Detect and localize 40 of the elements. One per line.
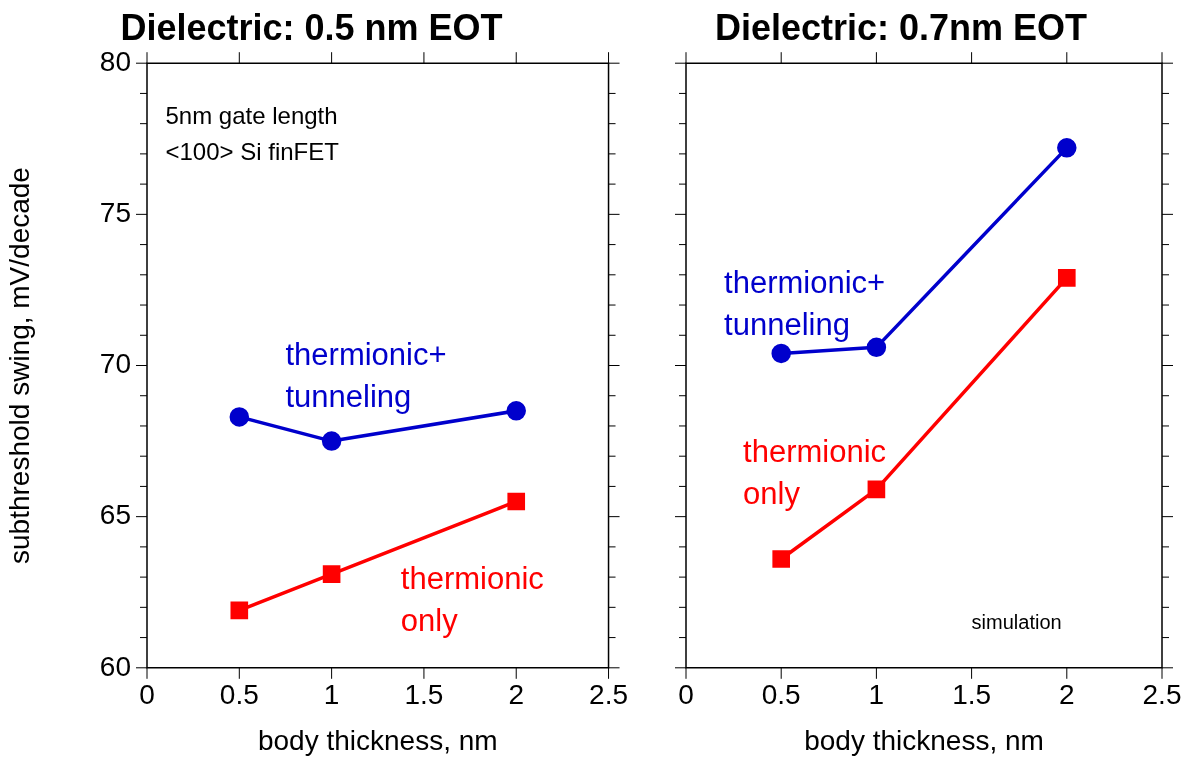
x-tick-label: 0.5 xyxy=(761,679,801,711)
chart-title: Dielectric: 0.7nm EOT xyxy=(714,6,1088,48)
point xyxy=(867,480,886,499)
y-tick-label: 75 xyxy=(99,197,131,229)
x-tick-label: 2.5 xyxy=(1142,679,1182,711)
point xyxy=(1057,269,1076,287)
series-label: thermionic only xyxy=(400,561,544,639)
series-label: thermionic only xyxy=(743,434,887,512)
x-tick-label: 0 xyxy=(139,679,155,711)
point xyxy=(321,431,342,451)
x-tick-label: 1.5 xyxy=(404,679,444,711)
y-tick-label: 80 xyxy=(99,45,131,77)
point xyxy=(507,492,526,511)
x-tick-label: 1.5 xyxy=(952,679,992,711)
annotation: simulation xyxy=(971,610,1062,633)
point xyxy=(229,407,250,427)
point xyxy=(772,550,791,568)
y-tick-label: 60 xyxy=(99,650,131,682)
point xyxy=(506,401,526,421)
chart-title: Dielectric: 0.5 nm EOT xyxy=(120,6,503,48)
x-tick-label: 2.5 xyxy=(589,679,629,711)
series-label: thermionic+ tunneling xyxy=(285,337,447,415)
y-axis-title: subthreshold swing, mV/decade xyxy=(3,167,35,564)
annotation: 5nm gate length <100> Si finFET xyxy=(165,102,340,166)
x-axis-title: body thickness, nm xyxy=(257,724,498,756)
x-tick-label: 2 xyxy=(1059,679,1075,711)
x-axis-title: body thickness, nm xyxy=(804,724,1044,756)
x-tick-label: 2 xyxy=(508,679,525,711)
x-tick-label: 0.5 xyxy=(219,679,259,711)
point xyxy=(1057,138,1077,158)
point xyxy=(230,601,249,620)
series-label: thermionic+ tunneling xyxy=(724,264,886,342)
y-tick-label: 65 xyxy=(99,499,131,531)
x-tick-label: 1 xyxy=(323,679,340,711)
y-tick-label: 70 xyxy=(99,348,131,380)
x-tick-label: 0 xyxy=(678,679,694,711)
point xyxy=(866,337,887,358)
point xyxy=(322,565,341,583)
x-tick-label: 1 xyxy=(868,679,885,711)
point xyxy=(771,343,791,364)
